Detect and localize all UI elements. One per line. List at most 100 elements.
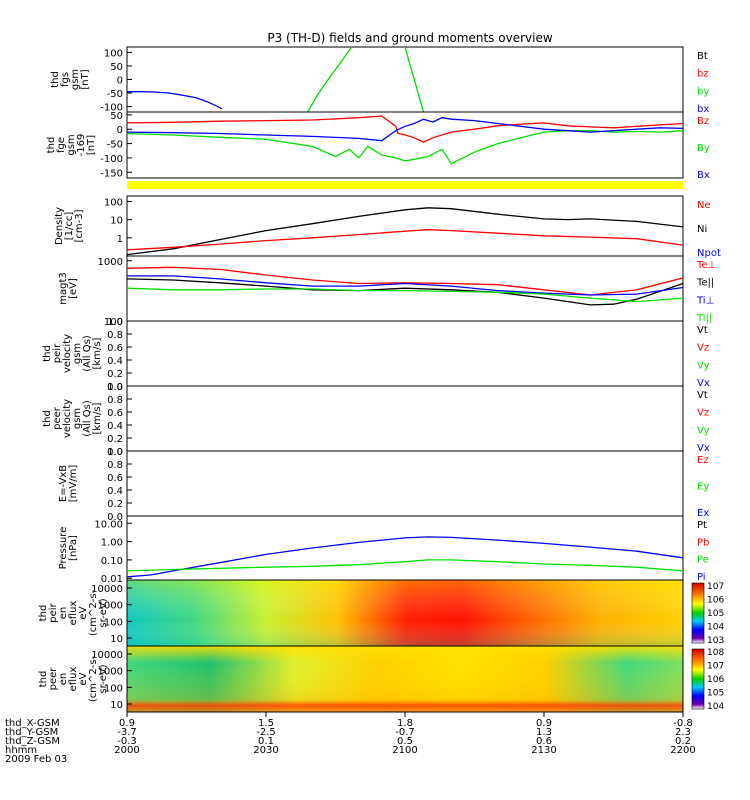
panel-efield: 1.0 0.8 0.6 0.4 0.2 0.0 E=-VxB [mV/m] Ez Ey Ex bbox=[58, 447, 709, 523]
ephemeris-value: 2000 bbox=[114, 745, 139, 756]
panel-fgs: 100 50 0 -50 -100 thd fgs gsm [nT] Bt bz by bx bbox=[50, 46, 709, 115]
pressure-legend-Pi: Pi bbox=[697, 572, 706, 583]
ephemeris-value: 2200 bbox=[670, 745, 695, 756]
peer_velocity-legend-Vz: Vz bbox=[697, 408, 709, 419]
fgs-ylabel-line: gsm bbox=[70, 69, 81, 90]
efield-ytick-label: 0.8 bbox=[107, 460, 123, 471]
density-legend-Ni: Ni bbox=[697, 224, 707, 235]
fgs-ylabel-line: fgs bbox=[60, 72, 71, 87]
ephemeris-value: 0.2 bbox=[675, 736, 691, 747]
peir_velocity-ylabel-line: velocity bbox=[62, 334, 73, 373]
peer_spectrogram-ylabel-line: thd bbox=[38, 671, 49, 688]
ephemeris-value: -0.8 bbox=[673, 718, 693, 729]
fgs-ytick-label: -50 bbox=[107, 89, 123, 100]
ephemeris-value: 0.6 bbox=[536, 736, 552, 747]
peer_spectrogram-ytick-label: 10 bbox=[110, 700, 123, 711]
temperature-series-Ti|| bbox=[126, 287, 684, 303]
density-legend-Ne: Ne bbox=[697, 200, 711, 211]
fge-legend-By: By bbox=[697, 143, 710, 154]
ephemeris-value: 2130 bbox=[531, 745, 556, 756]
peer_spectrogram-ytick-label: 1000 bbox=[98, 667, 123, 678]
peer_spectrogram-ylabel-line: eV bbox=[78, 672, 89, 685]
peir_spectrogram-ytick-label: 10 bbox=[110, 634, 123, 645]
peir_velocity-ylabel-line: (All Qs) bbox=[82, 335, 93, 372]
temperature-legend-Te||: Te|| bbox=[696, 278, 714, 289]
density-legend-Npot: Npot bbox=[697, 248, 721, 259]
peer_spectrogram-colorbar-tick: 104 bbox=[707, 702, 724, 712]
fgs-series-by bbox=[307, 46, 353, 113]
peer_velocity-ylabel-line: thd bbox=[42, 410, 53, 427]
peer_velocity-ylabel-line: [km/s] bbox=[92, 402, 103, 434]
peir_spectrogram-colorbar-tick: 106 bbox=[707, 596, 724, 606]
temperature-legend-Ti⊥: Ti⊥ bbox=[696, 295, 714, 306]
panel-peer_spectrogram: 108 107 106 105 104 10000 1000 100 10 thd peer en ef… bbox=[38, 645, 724, 713]
peir_velocity-ytick-label: 0.2 bbox=[107, 369, 123, 380]
peer_velocity-legend-Vx: Vx bbox=[697, 443, 710, 454]
fge-ytick-label: 50 bbox=[110, 111, 123, 122]
ephemeris-value: 1.3 bbox=[536, 727, 552, 738]
peer_spectrogram-colorbar-tick: 107 bbox=[707, 662, 724, 672]
peer_spectrogram-colorbar-tick: 105 bbox=[707, 689, 724, 699]
efield-ylabel-line: E=-VxB bbox=[58, 465, 69, 502]
panel-density: 100 10 1 Density [1/cc] [cm-3] Ne Ni Npot bbox=[54, 195, 721, 259]
density-ylabel-line: Density bbox=[54, 207, 65, 245]
peir_velocity-ytick-label: 0.6 bbox=[107, 343, 123, 354]
peir_spectrogram-ylabel-line: peir bbox=[48, 602, 59, 622]
peir_spectrogram-ytick-label: 1000 bbox=[98, 601, 123, 612]
ephemeris-value: 2.3 bbox=[675, 727, 691, 738]
peer_velocity-ylabel-line: gsm bbox=[72, 408, 83, 429]
peer_velocity-ytick-label: 0.2 bbox=[107, 434, 123, 445]
panel-temperature: 1000 100 magt3 [eV] Te⊥ Te|| Ti⊥ Ti|| bbox=[58, 255, 716, 328]
fgs-series-bx bbox=[127, 91, 223, 110]
fgs-legend-bz: bz bbox=[697, 69, 709, 80]
fgs-legend-Bt: Bt bbox=[697, 51, 708, 62]
temperature-series-Ti⊥ bbox=[127, 275, 684, 296]
density-ytick-label: 100 bbox=[104, 197, 123, 208]
panel-peir_spectrogram: 107 106 105 104 103 10000 1000 100 10 thd peir en ef… bbox=[38, 579, 724, 647]
peer_velocity-frame bbox=[126, 385, 684, 452]
peir_spectrogram-ytick-label: 10000 bbox=[91, 584, 123, 595]
peir_spectrogram-ylabel-line: eflux bbox=[68, 601, 79, 626]
peir_velocity-legend-Vt: Vt bbox=[697, 325, 708, 336]
efield-legend-Ex: Ex bbox=[697, 508, 709, 519]
fge-series-Bx bbox=[126, 117, 684, 142]
peer_spectrogram-colorbar-tick: 106 bbox=[707, 675, 724, 685]
fgs-frame bbox=[126, 46, 684, 113]
peer_velocity-ytick-label: 0.4 bbox=[107, 421, 123, 432]
pressure-ylabel-line: Pressure bbox=[58, 527, 69, 570]
fge-ylabel-line: gsm bbox=[66, 134, 77, 155]
peir_spectrogram-ylabel-line: eV bbox=[78, 606, 89, 619]
fgs-legend-bx: bx bbox=[697, 104, 709, 115]
peir_spectrogram-ylabel-line: en bbox=[58, 607, 69, 620]
peer_velocity-ytick-label: 1.0 bbox=[107, 382, 123, 393]
fge-ytick-label: -50 bbox=[107, 140, 123, 151]
peer_velocity-ytick-label: 0.0 bbox=[107, 447, 123, 458]
peer_velocity-legend-Vt: Vt bbox=[697, 390, 708, 401]
peir_velocity-ylabel-line: peir bbox=[52, 343, 63, 363]
efield-ylabel-line: [mV/m] bbox=[68, 465, 79, 503]
efield-ytick-label: 0.2 bbox=[107, 499, 123, 510]
density-series-Ne bbox=[126, 229, 684, 251]
peer_spectrogram-ytick-label: 10000 bbox=[91, 650, 123, 661]
peir_velocity-ytick-label: 0.8 bbox=[107, 330, 123, 341]
peir_spectrogram-colorbar bbox=[691, 582, 705, 644]
efield-legend-Ey: Ey bbox=[697, 482, 709, 493]
peer_spectrogram-ylabel-line: sr-eV) bbox=[98, 664, 109, 693]
ephemeris-value: 0.9 bbox=[119, 718, 135, 729]
peer_spectrogram-colorbar bbox=[691, 648, 705, 710]
peer_velocity-ylabel-line: velocity bbox=[62, 399, 73, 438]
ephemeris-value: -0.7 bbox=[395, 727, 415, 738]
fge-series-By bbox=[126, 130, 684, 165]
density-ylabel-line: [1/cc] bbox=[64, 212, 75, 241]
efield-ytick-label: 0.6 bbox=[107, 473, 123, 484]
fgs-ytick-label: 50 bbox=[110, 62, 123, 73]
peer_velocity-ylabel-line: (All Qs) bbox=[82, 400, 93, 437]
peer_spectrogram-ylabel-line: en bbox=[58, 673, 69, 686]
fgs-ylabel-line: [nT] bbox=[80, 69, 91, 89]
peer_spectrogram-ylabel-line: peer bbox=[48, 667, 59, 691]
ephemeris-label: thd_Z-GSM bbox=[5, 736, 60, 747]
peer_velocity-ytick-label: 0.8 bbox=[107, 395, 123, 406]
fgs-series-by bbox=[404, 46, 425, 113]
pressure-ytick-label: 1.00 bbox=[101, 538, 123, 549]
panel-peir_velocity: 1.0 0.8 0.6 0.4 0.2 0.0 thd peir velocity gsm (All… bbox=[42, 317, 710, 393]
